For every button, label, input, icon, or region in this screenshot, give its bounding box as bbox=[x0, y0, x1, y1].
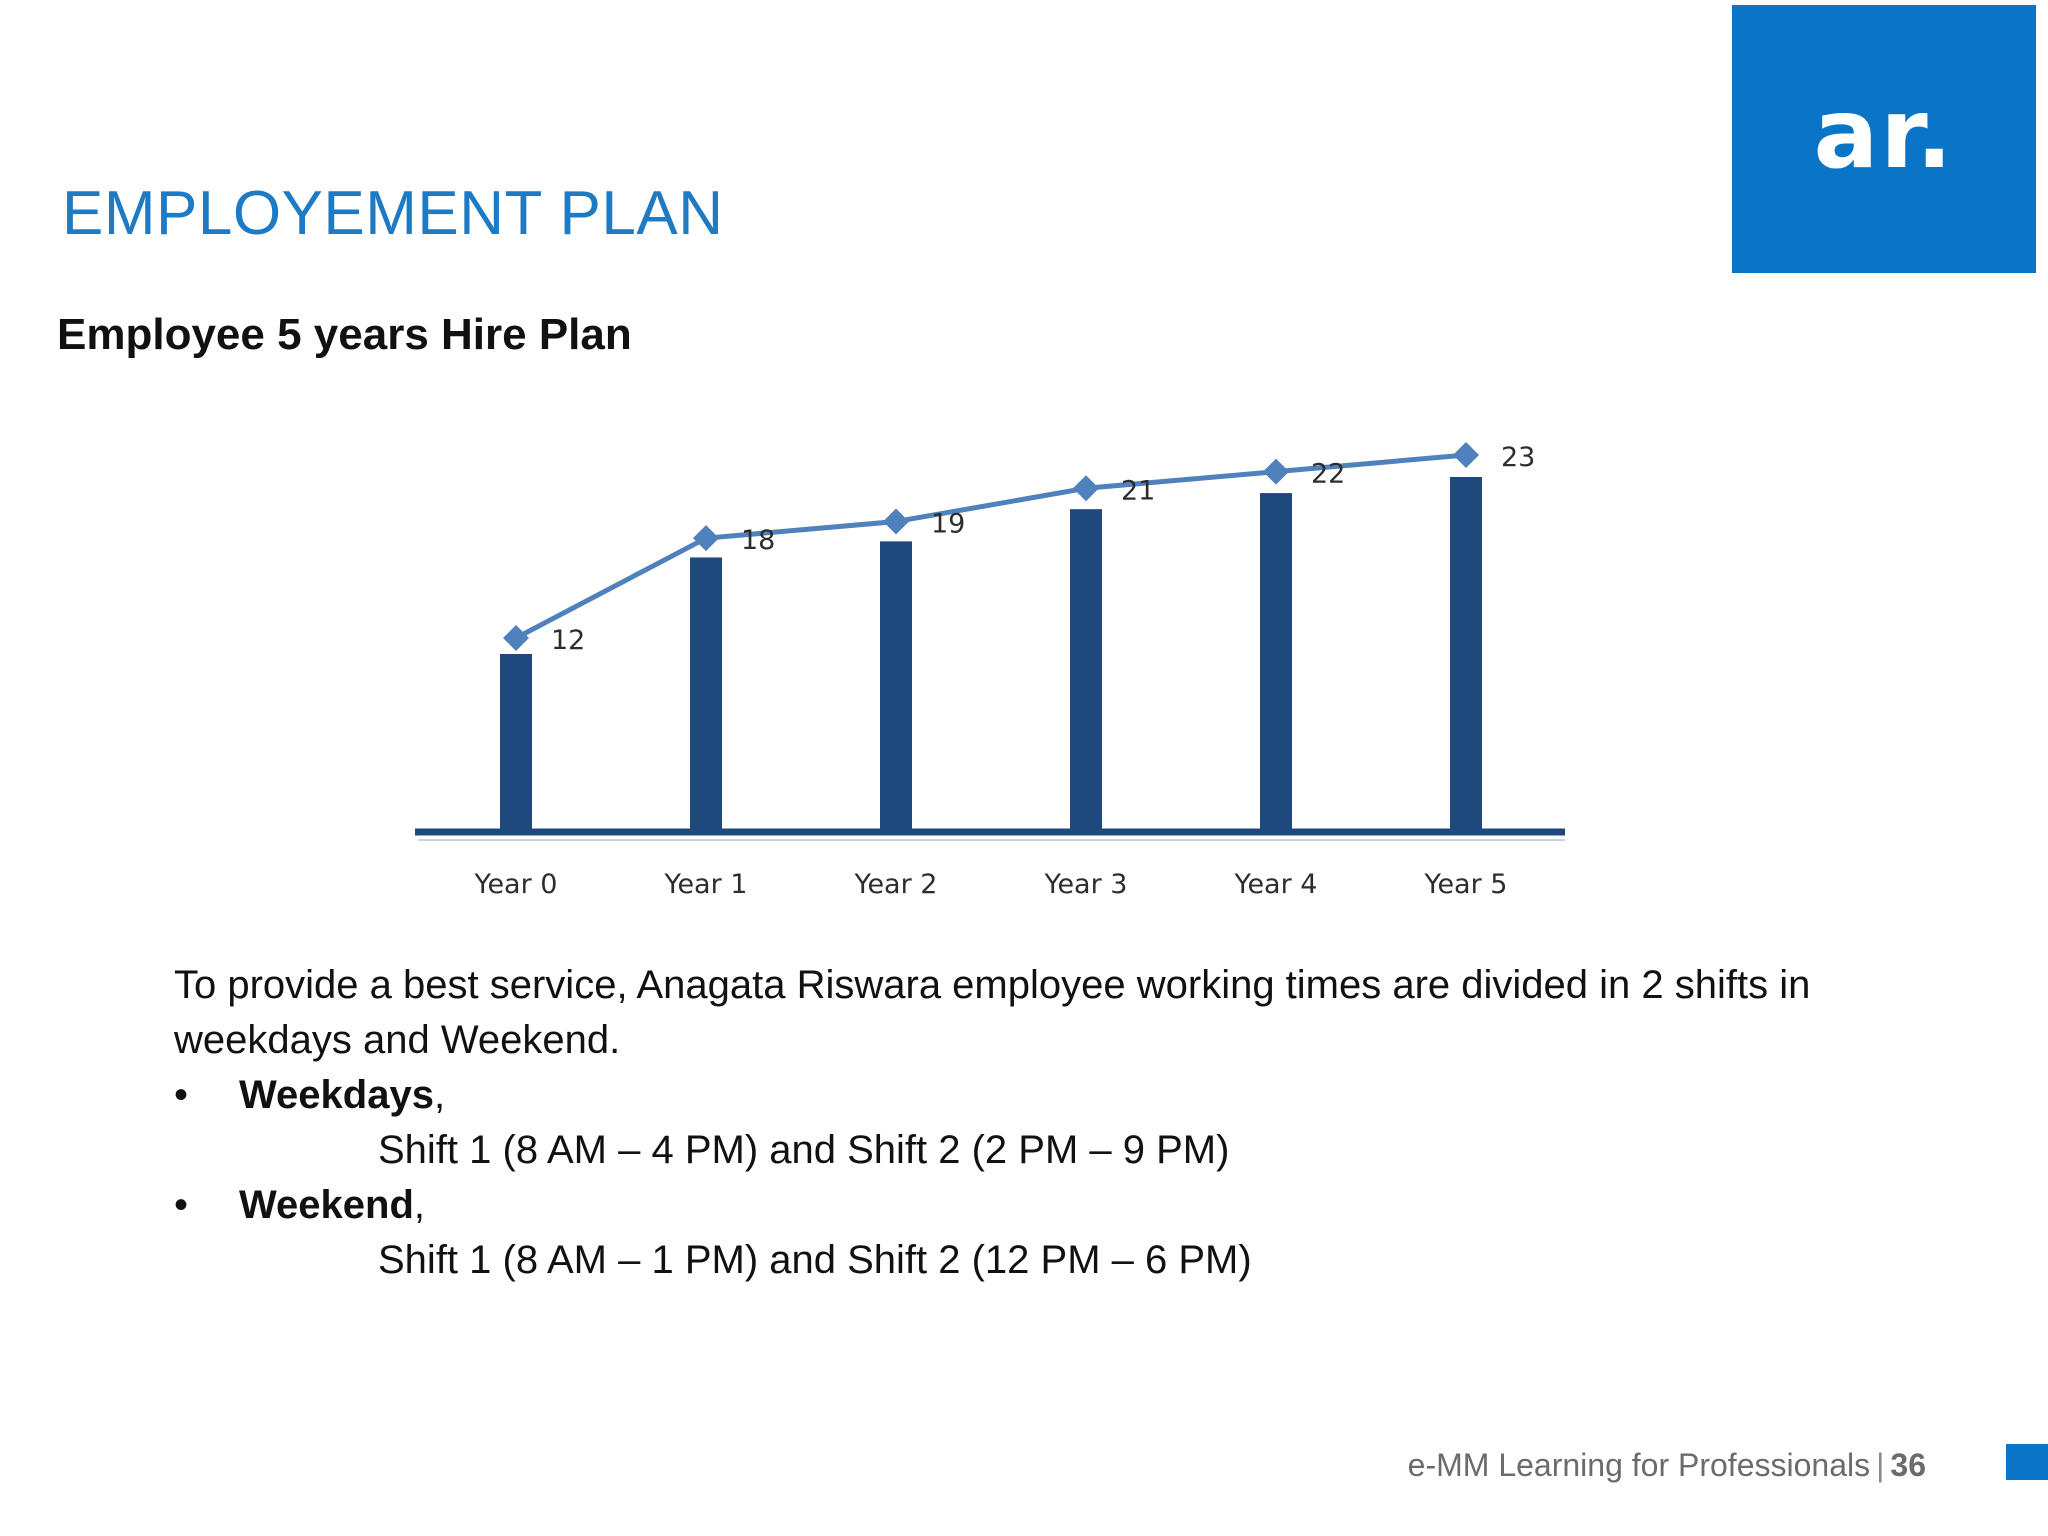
shift-detail-weekdays: Shift 1 (8 AM – 4 PM) and Shift 2 (2 PM … bbox=[378, 1128, 1230, 1172]
bar bbox=[500, 654, 532, 830]
data-label: 21 bbox=[1121, 475, 1155, 506]
slide-title: EMPLOYEMENT PLAN bbox=[62, 179, 724, 248]
x-tick-label: Year 1 bbox=[664, 869, 748, 900]
x-tick-label: Year 5 bbox=[1424, 869, 1508, 900]
bullet-icon: • bbox=[174, 1073, 189, 1117]
x-tick-label: Year 4 bbox=[1234, 869, 1318, 900]
line-marker bbox=[693, 525, 719, 552]
bullet-suffix: , bbox=[413, 1183, 426, 1227]
footer-separator: | bbox=[1876, 1447, 1885, 1483]
body-text: To provide a best service, Anagata Riswa… bbox=[174, 958, 1934, 1288]
bullet-weekdays: • Weekdays, bbox=[174, 1068, 1934, 1123]
bullet-icon: • bbox=[174, 1183, 189, 1227]
x-tick-label: Year 2 bbox=[854, 869, 938, 900]
page-number: 36 bbox=[1890, 1447, 1926, 1483]
bar bbox=[1260, 493, 1292, 830]
labels-layer: Year 0 Year 1 Year 2 Year 3 Year 4 Year 5 12 18… bbox=[474, 442, 1536, 900]
x-tick-label: Year 3 bbox=[1044, 869, 1128, 900]
footer-text: e-MM Learning for Professionals bbox=[1407, 1447, 1871, 1483]
bar bbox=[880, 541, 912, 830]
chart-heading: Employee 5 years Hire Plan bbox=[57, 310, 632, 359]
bullet-label: Weekend bbox=[239, 1183, 414, 1227]
line-marker bbox=[503, 625, 529, 651]
footer-accent-block bbox=[2006, 1444, 2048, 1480]
company-logo: ar. bbox=[1732, 5, 2036, 273]
bar bbox=[690, 557, 722, 830]
data-label: 18 bbox=[741, 525, 775, 556]
data-label: 23 bbox=[1501, 442, 1535, 473]
line-marker bbox=[1453, 442, 1479, 468]
bullet-label: Weekdays bbox=[239, 1073, 434, 1117]
bar bbox=[1450, 477, 1482, 830]
logo-text: ar. bbox=[1813, 78, 1955, 190]
line-marker bbox=[1073, 475, 1099, 502]
data-label: 12 bbox=[551, 625, 585, 656]
series-line bbox=[514, 452, 1467, 641]
data-label: 19 bbox=[931, 509, 965, 540]
footer: e-MM Learning for Professionals | 36 bbox=[1408, 1447, 1926, 1484]
line-marker bbox=[1263, 458, 1289, 485]
intro-paragraph: To provide a best service, Anagata Riswa… bbox=[174, 963, 1811, 1062]
shift-detail-weekend: Shift 1 (8 AM – 1 PM) and Shift 2 (12 PM… bbox=[378, 1238, 1252, 1282]
x-tick-label: Year 0 bbox=[474, 869, 558, 900]
bullet-suffix: , bbox=[433, 1073, 446, 1117]
hire-plan-chart: Year 0 Year 1 Year 2 Year 3 Year 4 Year 5 12 18… bbox=[415, 442, 1565, 900]
bar bbox=[1070, 509, 1102, 830]
bullet-weekend: • Weekend, bbox=[174, 1178, 1934, 1233]
bars-layer bbox=[500, 477, 1482, 830]
data-label: 22 bbox=[1311, 459, 1345, 490]
line-marker bbox=[883, 508, 909, 535]
line-layer bbox=[503, 442, 1479, 651]
